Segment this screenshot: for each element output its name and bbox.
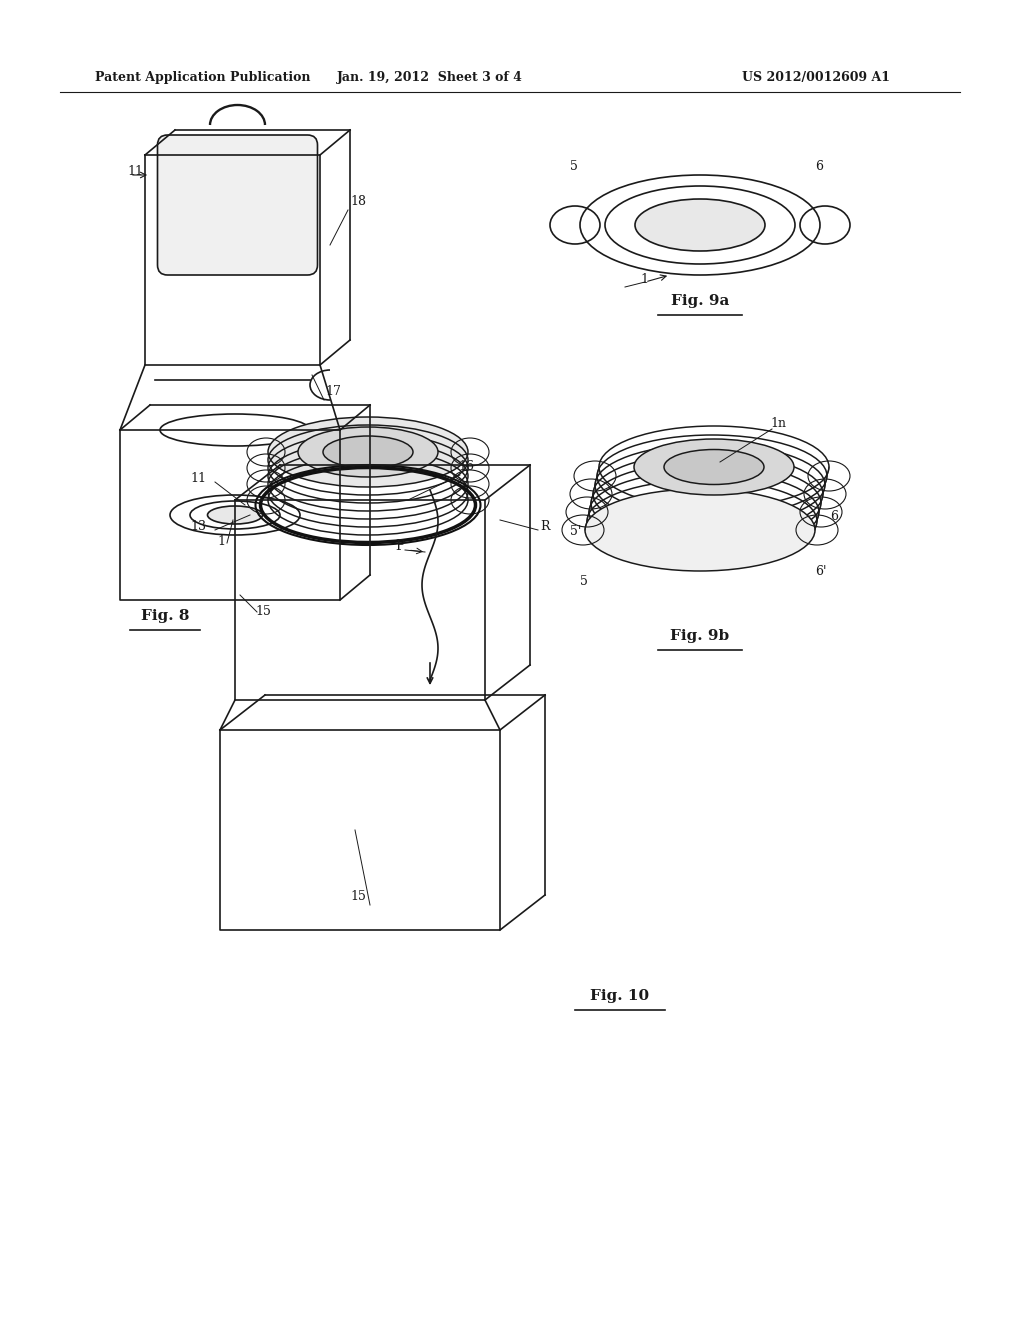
Text: 13: 13 — [190, 520, 206, 533]
Text: Fig. 10: Fig. 10 — [591, 989, 649, 1003]
Text: US 2012/0012609 A1: US 2012/0012609 A1 — [742, 71, 890, 84]
Text: 18: 18 — [350, 195, 366, 209]
Text: 5': 5' — [570, 525, 582, 539]
Text: 11: 11 — [190, 473, 206, 484]
Ellipse shape — [298, 426, 438, 477]
FancyBboxPatch shape — [158, 135, 317, 275]
Text: Fig. 9b: Fig. 9b — [671, 630, 729, 643]
Text: P: P — [395, 539, 404, 553]
Text: 16: 16 — [458, 459, 474, 473]
Ellipse shape — [634, 440, 794, 495]
Ellipse shape — [268, 417, 468, 487]
Text: 6: 6 — [815, 160, 823, 173]
Text: 15: 15 — [350, 890, 366, 903]
Text: 15: 15 — [255, 605, 271, 618]
Text: R: R — [540, 520, 550, 533]
Ellipse shape — [635, 199, 765, 251]
Text: 1: 1 — [640, 273, 648, 286]
Ellipse shape — [323, 436, 413, 469]
Text: 1n: 1n — [770, 417, 786, 430]
Text: Patent Application Publication: Patent Application Publication — [95, 71, 310, 84]
Text: Jan. 19, 2012  Sheet 3 of 4: Jan. 19, 2012 Sheet 3 of 4 — [337, 71, 523, 84]
Text: Fig. 8: Fig. 8 — [140, 609, 189, 623]
Text: 5: 5 — [570, 160, 578, 173]
Text: 5: 5 — [580, 576, 588, 587]
Text: 17: 17 — [325, 385, 341, 399]
Ellipse shape — [664, 450, 764, 484]
Ellipse shape — [208, 506, 262, 524]
Text: 1: 1 — [217, 535, 225, 548]
Text: 6': 6' — [815, 565, 826, 578]
Text: 11: 11 — [127, 165, 143, 178]
Text: 6: 6 — [830, 510, 838, 523]
Text: Fig. 9a: Fig. 9a — [671, 294, 729, 308]
Ellipse shape — [585, 488, 815, 572]
